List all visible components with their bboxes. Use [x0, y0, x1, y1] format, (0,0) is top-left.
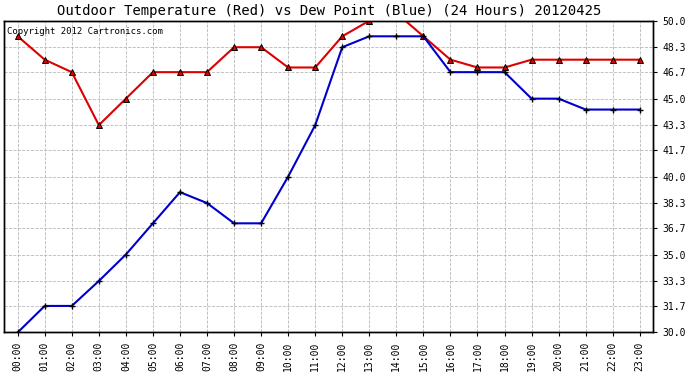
Text: Copyright 2012 Cartronics.com: Copyright 2012 Cartronics.com — [8, 27, 164, 36]
Title: Outdoor Temperature (Red) vs Dew Point (Blue) (24 Hours) 20120425: Outdoor Temperature (Red) vs Dew Point (… — [57, 4, 601, 18]
